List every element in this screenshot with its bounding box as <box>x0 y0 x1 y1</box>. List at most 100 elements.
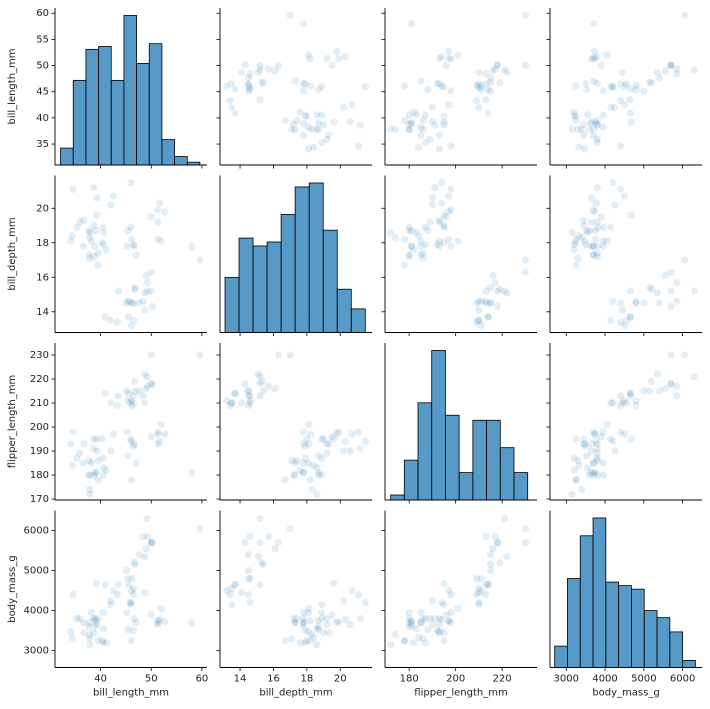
point <box>589 77 598 85</box>
point <box>147 433 155 441</box>
point <box>472 81 481 90</box>
point <box>417 237 425 245</box>
point <box>131 560 139 569</box>
point <box>76 449 84 458</box>
point <box>147 611 155 619</box>
y-tick-label: 200 <box>30 422 49 433</box>
point <box>231 580 239 589</box>
point <box>68 461 76 470</box>
point <box>599 123 607 131</box>
point <box>126 599 134 607</box>
point <box>132 459 140 467</box>
point <box>154 206 162 214</box>
point <box>421 223 430 231</box>
point <box>291 619 299 627</box>
point <box>124 227 132 235</box>
point <box>640 299 648 307</box>
point <box>85 619 94 627</box>
point <box>412 228 420 237</box>
point <box>196 351 204 359</box>
point <box>323 621 331 629</box>
point <box>667 380 675 388</box>
point <box>154 617 162 625</box>
point <box>435 628 443 636</box>
x-tick-label: 18 <box>300 674 313 685</box>
point <box>667 351 675 359</box>
point <box>400 235 409 243</box>
point <box>599 471 607 479</box>
point <box>258 377 266 386</box>
point <box>414 232 423 240</box>
point <box>673 65 681 73</box>
point <box>314 617 323 625</box>
point <box>73 615 81 623</box>
y-tick-label: 4000 <box>24 606 49 617</box>
hist-bar <box>618 585 632 668</box>
point <box>591 55 599 63</box>
point <box>256 61 264 70</box>
y-tick-label: 230 <box>30 350 49 361</box>
point <box>92 227 100 235</box>
point <box>486 299 495 307</box>
point <box>244 74 252 82</box>
point <box>91 469 99 477</box>
point <box>599 242 607 250</box>
point <box>426 615 434 623</box>
point <box>143 373 151 381</box>
point <box>109 192 117 200</box>
point <box>323 440 331 448</box>
point <box>592 437 600 446</box>
point <box>348 101 356 109</box>
point <box>475 83 483 92</box>
point <box>475 316 483 325</box>
point <box>484 313 492 321</box>
hist-bar <box>567 578 581 668</box>
point <box>143 287 151 295</box>
point <box>590 430 598 438</box>
point <box>496 79 504 87</box>
point <box>127 435 135 443</box>
point <box>646 284 654 292</box>
point <box>477 297 485 306</box>
point <box>618 306 627 314</box>
point <box>156 616 164 624</box>
point <box>673 392 681 400</box>
point <box>482 532 490 541</box>
point <box>435 242 443 250</box>
point <box>130 558 139 567</box>
point <box>435 621 443 629</box>
point <box>228 103 236 112</box>
point <box>489 271 497 280</box>
x-tick-label: 5000 <box>631 674 656 685</box>
point <box>405 615 413 623</box>
hist-bar <box>682 659 696 668</box>
point <box>89 183 98 192</box>
point <box>291 77 299 85</box>
point <box>435 145 443 153</box>
point <box>421 615 430 623</box>
point <box>135 550 143 559</box>
point <box>141 552 149 561</box>
point <box>94 261 102 269</box>
point <box>323 55 331 63</box>
point <box>661 385 669 393</box>
point <box>400 637 409 645</box>
point <box>123 242 131 250</box>
point <box>264 532 273 541</box>
point <box>329 579 338 588</box>
y-tick-label: 55 <box>36 34 49 45</box>
point <box>304 609 313 617</box>
point <box>226 401 234 410</box>
point <box>304 628 313 636</box>
hist-bar <box>445 414 460 501</box>
point <box>80 440 88 448</box>
point <box>241 538 249 547</box>
hist-bar <box>513 472 529 501</box>
point <box>496 558 504 567</box>
x-tick-label: 20 <box>334 674 347 685</box>
x-tick-label: 14 <box>234 674 247 685</box>
point <box>500 514 509 523</box>
point <box>154 235 162 243</box>
point <box>433 240 441 249</box>
point <box>454 237 462 245</box>
